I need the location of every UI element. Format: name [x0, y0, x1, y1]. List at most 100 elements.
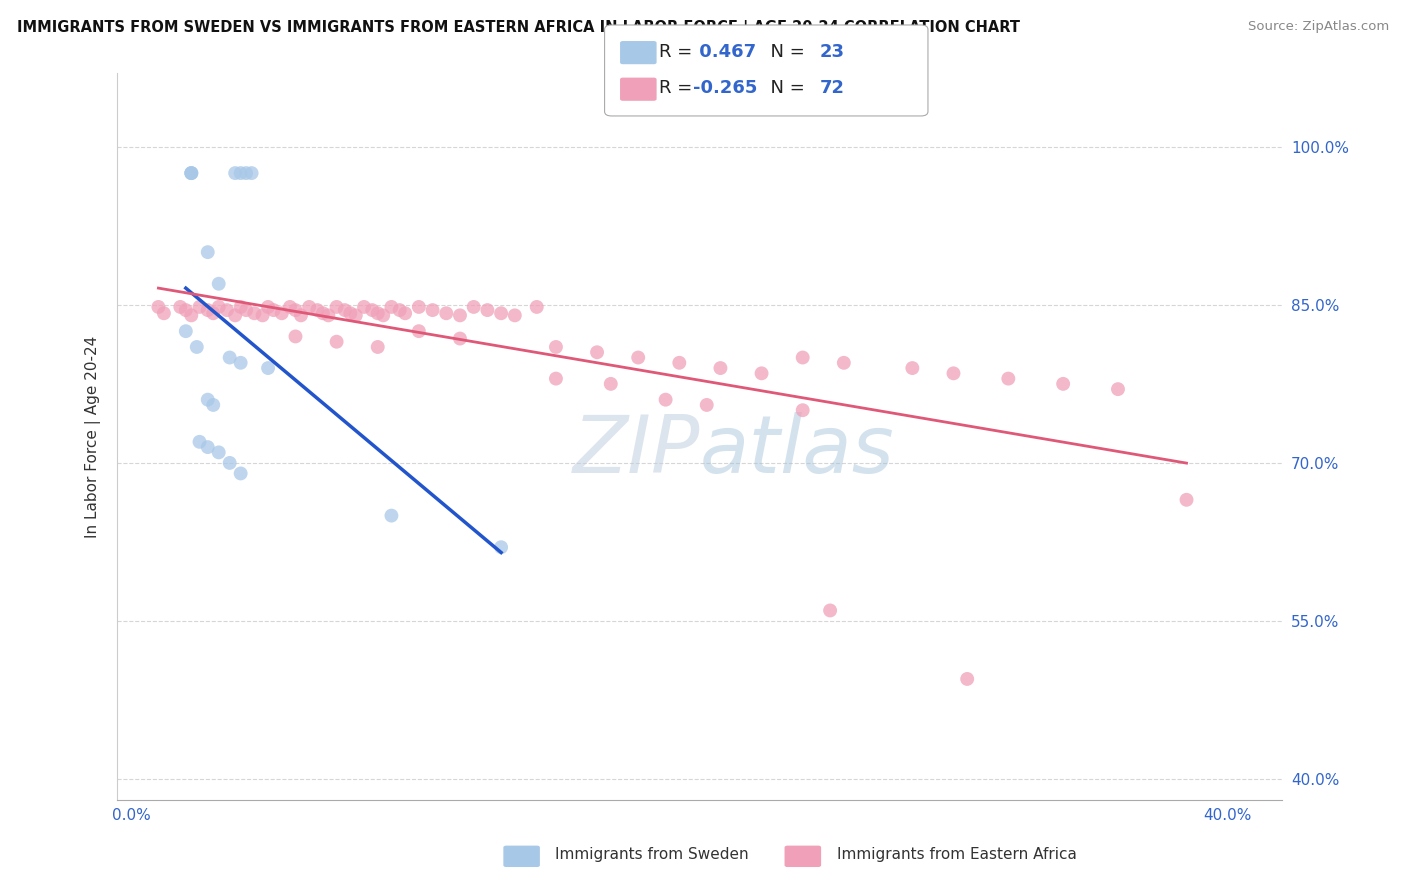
Text: R =: R = [659, 79, 699, 97]
Point [627, 351, 650, 365]
Point [197, 245, 219, 260]
Point [339, 306, 361, 320]
Point [586, 345, 609, 359]
Point [832, 356, 855, 370]
Point [240, 166, 263, 180]
Text: R =: R = [659, 43, 699, 61]
Point [218, 351, 240, 365]
Text: -0.265: -0.265 [693, 79, 758, 97]
Point [307, 303, 329, 318]
Point [278, 300, 301, 314]
Text: 72: 72 [820, 79, 845, 97]
Point [180, 309, 202, 323]
Point [235, 166, 257, 180]
Point [373, 309, 395, 323]
Point [408, 324, 430, 338]
Point [197, 392, 219, 407]
Point [215, 303, 238, 318]
Point [388, 303, 411, 318]
Y-axis label: In Labor Force | Age 20-24: In Labor Force | Age 20-24 [86, 335, 101, 538]
Point [942, 367, 965, 381]
Point [367, 340, 389, 354]
Point [174, 303, 197, 318]
Point [1052, 376, 1074, 391]
Point [235, 303, 257, 318]
Point [252, 309, 274, 323]
Point [792, 403, 814, 417]
Point [408, 300, 430, 314]
Point [180, 166, 202, 180]
Point [153, 306, 176, 320]
Text: 0.467: 0.467 [693, 43, 756, 61]
Point [422, 303, 444, 318]
Point [380, 300, 402, 314]
Point [229, 166, 252, 180]
Point [1107, 382, 1129, 396]
Point [186, 340, 208, 354]
Point [224, 166, 246, 180]
Point [197, 303, 219, 318]
Point [188, 434, 211, 449]
Point [270, 306, 292, 320]
Point [148, 300, 170, 314]
Point [477, 303, 499, 318]
Point [434, 306, 457, 320]
Point [257, 300, 280, 314]
Text: atlas: atlas [700, 412, 894, 490]
Point [956, 672, 979, 686]
Point [380, 508, 402, 523]
Point [489, 306, 512, 320]
Text: 23: 23 [820, 43, 845, 61]
Point [229, 467, 252, 481]
Point [202, 398, 225, 412]
Point [224, 309, 246, 323]
Point [169, 300, 191, 314]
Text: N =: N = [759, 43, 811, 61]
Point [208, 277, 231, 291]
Point [325, 300, 347, 314]
Point [180, 166, 202, 180]
Point [901, 361, 924, 376]
Point [367, 306, 389, 320]
Point [290, 309, 312, 323]
Point [997, 371, 1019, 385]
Point [394, 306, 416, 320]
Point [751, 367, 773, 381]
Point [208, 300, 231, 314]
Point [318, 309, 340, 323]
Point [463, 300, 485, 314]
Point [526, 300, 548, 314]
Point [449, 332, 471, 346]
Point [208, 445, 231, 459]
Point [229, 356, 252, 370]
Point [218, 456, 240, 470]
Point [257, 361, 280, 376]
Point [174, 324, 197, 338]
Point [298, 300, 321, 314]
Point [284, 329, 307, 343]
Point [709, 361, 731, 376]
Point [197, 440, 219, 454]
Point [229, 300, 252, 314]
Point [180, 166, 202, 180]
Text: IMMIGRANTS FROM SWEDEN VS IMMIGRANTS FROM EASTERN AFRICA IN LABOR FORCE | AGE 20: IMMIGRANTS FROM SWEDEN VS IMMIGRANTS FRO… [17, 20, 1019, 36]
Point [489, 540, 512, 554]
Point [188, 300, 211, 314]
Point [668, 356, 690, 370]
Point [544, 340, 567, 354]
Point [818, 603, 841, 617]
Text: ZIP: ZIP [572, 412, 700, 490]
Point [353, 300, 375, 314]
Point [654, 392, 676, 407]
Point [263, 303, 285, 318]
Point [325, 334, 347, 349]
Text: Source: ZipAtlas.com: Source: ZipAtlas.com [1249, 20, 1389, 33]
Point [503, 309, 526, 323]
Point [333, 303, 356, 318]
Point [312, 306, 335, 320]
Point [1175, 492, 1198, 507]
Point [599, 376, 621, 391]
Point [344, 309, 367, 323]
Point [243, 306, 266, 320]
Point [284, 303, 307, 318]
